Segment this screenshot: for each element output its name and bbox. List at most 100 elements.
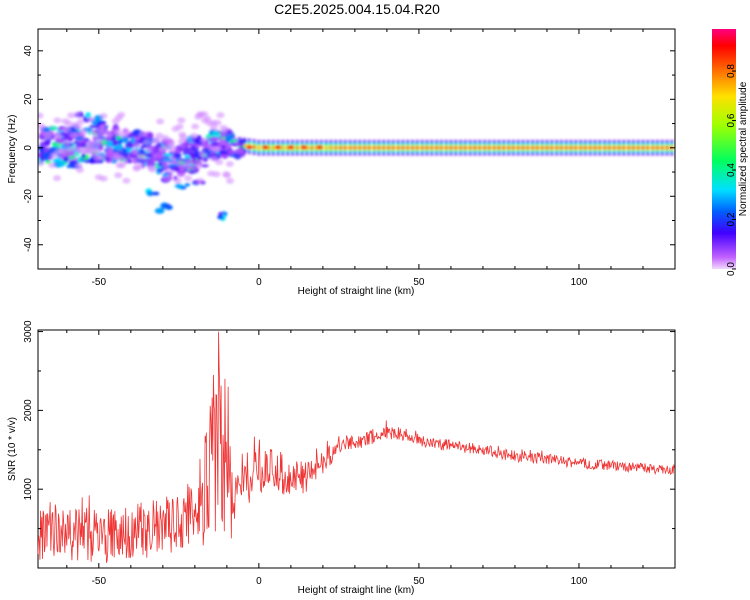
heatmap-y-tick-label: -40 (23, 237, 34, 252)
snr-x-tick-label: 50 (413, 576, 425, 587)
heatmap-y-tick-label: -20 (23, 189, 34, 204)
heatmap-cell (76, 147, 85, 154)
heatmap-cell (343, 146, 347, 149)
heatmap-cell (137, 153, 146, 160)
heatmap-cell (157, 168, 164, 172)
heatmap-cell (69, 131, 78, 138)
heatmap-cell (217, 214, 224, 220)
heatmap-cell (410, 146, 415, 149)
heatmap-cell (660, 146, 664, 149)
heatmap-cell (161, 134, 170, 141)
heatmap-cell (199, 137, 208, 144)
heatmap-cell (146, 190, 154, 197)
heatmap-cell (99, 112, 108, 119)
heatmap-cell (79, 129, 88, 136)
heatmap-cell (43, 132, 52, 139)
heatmap-cell (521, 146, 525, 149)
heatmap-cell (310, 146, 314, 149)
heatmap-cell (234, 148, 244, 154)
colorbar-tick-label: 0.6 (726, 113, 737, 127)
heatmap-cell (118, 138, 123, 145)
heatmap-cell (377, 146, 381, 149)
heatmap-cell (200, 164, 209, 168)
heatmap-cell (97, 154, 106, 161)
heatmap-cell (144, 152, 153, 157)
heatmap-cell (104, 156, 110, 162)
heatmap-cell (182, 146, 191, 154)
heatmap-cell (362, 146, 367, 149)
heatmap-cell (55, 139, 65, 144)
heatmap-cell (655, 146, 660, 149)
heatmap-cell (530, 146, 535, 149)
snr-panel: -50 0 50 100 1000 2000 3000 Height of straigh… (7, 320, 676, 596)
heatmap-cell (266, 146, 271, 149)
heatmap-cell (324, 146, 328, 149)
snr-x-ticks: -50 0 50 100 (66, 330, 676, 587)
heatmap-cell (191, 123, 200, 130)
heatmap-x-tick-label: 0 (256, 277, 262, 288)
heatmap-cell (68, 155, 76, 160)
heatmap-cell (650, 146, 655, 149)
heatmap-frame (37, 28, 676, 270)
snr-x-tick-label: 0 (256, 576, 262, 587)
heatmap-cell (122, 177, 131, 184)
heatmap-cell (540, 146, 544, 149)
heatmap-cell (115, 162, 124, 169)
heatmap-cell (458, 146, 463, 149)
heatmap-cell (38, 112, 44, 119)
heatmap-cell (96, 137, 105, 144)
heatmap-cell (151, 191, 160, 196)
heatmap-cell (420, 146, 424, 149)
heatmap-peak-blob (275, 145, 282, 150)
heatmap-cell (338, 146, 343, 149)
snr-x-tick-label: 100 (571, 576, 588, 587)
heatmap-cell (511, 146, 516, 149)
heatmap-cell (43, 151, 53, 158)
colorbar-label: Normalized spectral amplitude (738, 81, 749, 216)
heatmap-cell (64, 120, 73, 127)
heatmap-cell (147, 132, 153, 138)
heatmap-cell (219, 138, 226, 146)
heatmap-peak-blob (287, 145, 294, 150)
colorbar-gradient (712, 29, 736, 269)
heatmap-cell (158, 146, 167, 153)
heatmap-cell (646, 146, 650, 149)
heatmap-cell (154, 207, 165, 214)
heatmap-cell (162, 175, 171, 182)
heatmap-cell (194, 113, 203, 120)
heatmap-cell (583, 146, 588, 149)
heatmap-y-label: Frequency (Hz) (7, 115, 18, 184)
heatmap-cell (372, 146, 376, 149)
heatmap-cell (85, 140, 94, 147)
heatmap-cell (578, 146, 583, 149)
heatmap-cell (94, 174, 103, 181)
heatmap-cell (74, 162, 83, 169)
heatmap-peak-blob (316, 145, 323, 150)
heatmap-x-tick-label: 100 (571, 277, 588, 288)
heatmap-cell (121, 148, 128, 154)
heatmap-cell (559, 146, 564, 149)
heatmap-cell (189, 166, 195, 171)
snr-plot-area (37, 331, 675, 563)
heatmap-cell (162, 158, 174, 162)
heatmap-cell (146, 161, 155, 166)
heatmap-cell (209, 136, 220, 140)
heatmap-cell (449, 146, 453, 149)
heatmap-cell (117, 155, 126, 162)
heatmap-cell (329, 146, 333, 149)
heatmap-cell (598, 146, 602, 149)
heatmap-cell (214, 145, 223, 152)
heatmap-cell (497, 146, 501, 149)
heatmap-cell (593, 146, 597, 149)
heatmap-cell (62, 139, 71, 146)
heatmap-cell (131, 148, 140, 155)
heatmap-cell (115, 144, 124, 151)
heatmap-cell (57, 162, 65, 167)
heatmap-cell (193, 168, 200, 172)
heatmap-cell (189, 146, 199, 152)
heatmap-cell (194, 162, 203, 169)
heatmap-cell (177, 117, 186, 124)
heatmap-cell (198, 151, 207, 158)
heatmap-cell (631, 146, 636, 149)
heatmap-cell (106, 140, 113, 148)
